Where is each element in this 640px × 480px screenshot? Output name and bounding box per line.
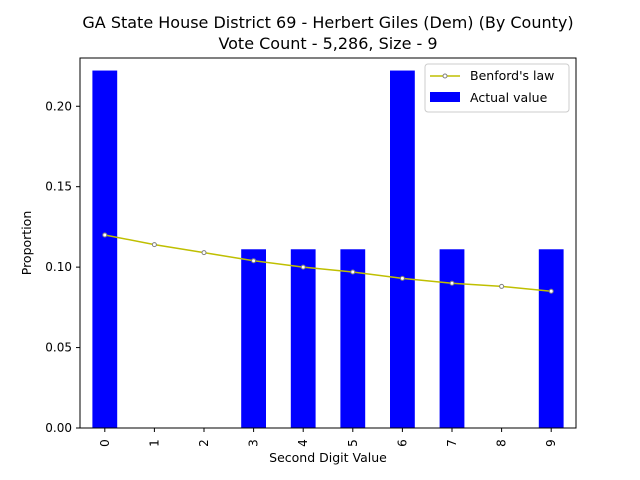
benford-point-6 (399, 275, 405, 281)
x-tick-label: 5 (346, 439, 360, 447)
legend-line-marker (442, 73, 448, 79)
benford-point-0 (102, 232, 108, 238)
benford-point-9 (548, 288, 554, 294)
benford-point-3 (251, 258, 257, 264)
chart-title-line-1: GA State House District 69 - Herbert Gil… (82, 13, 573, 32)
legend-box (424, 63, 570, 113)
y-tick-label: 0.10 (45, 260, 72, 274)
benford-point-8 (499, 283, 505, 289)
legend-label-benford: Benford's law (470, 68, 554, 83)
x-tick-label: 9 (544, 439, 558, 447)
x-axis-label: Second Digit Value (269, 450, 387, 465)
plot-frame (79, 57, 577, 429)
bar-9 (538, 249, 564, 428)
legend: Benford's law Actual value (424, 63, 570, 113)
y-tick-label: 0.20 (45, 99, 72, 113)
y-tick-label: 0.00 (45, 421, 72, 435)
benford-point-1 (151, 242, 157, 248)
benford-line (104, 234, 552, 293)
y-tick-label: 0.15 (45, 180, 72, 194)
bar-4 (290, 249, 316, 428)
chart-title-line-2: Vote Count - 5,286, Size - 9 (218, 34, 437, 53)
bar-series (92, 70, 564, 429)
x-tick-label: 4 (296, 439, 310, 447)
x-tick-label: 7 (445, 439, 459, 447)
x-tick-label: 6 (395, 439, 409, 447)
x-axis-ticks: 0 1 2 3 4 5 6 7 8 9 (98, 428, 558, 447)
bar-3 (241, 249, 266, 428)
x-tick-label: 0 (98, 439, 112, 447)
bar-6 (390, 70, 415, 429)
x-tick-label: 3 (247, 439, 261, 447)
legend-bar-swatch (430, 92, 460, 102)
benford-point-2 (201, 250, 207, 256)
x-tick-label: 8 (495, 439, 509, 447)
line-series (102, 232, 554, 294)
y-axis-label: Proportion (19, 211, 34, 276)
x-tick-label: 2 (197, 439, 211, 447)
legend-label-actual: Actual value (470, 90, 548, 105)
y-tick-label: 0.05 (45, 341, 72, 355)
benford-point-4 (300, 264, 306, 270)
benford-point-5 (350, 269, 356, 275)
x-tick-label: 1 (147, 439, 161, 447)
bar-0 (92, 70, 118, 429)
benford-point-7 (449, 280, 455, 286)
bar-5 (340, 249, 366, 428)
y-axis-ticks: 0.00 0.05 0.10 0.15 0.20 (45, 99, 80, 435)
bar-7 (439, 249, 465, 428)
